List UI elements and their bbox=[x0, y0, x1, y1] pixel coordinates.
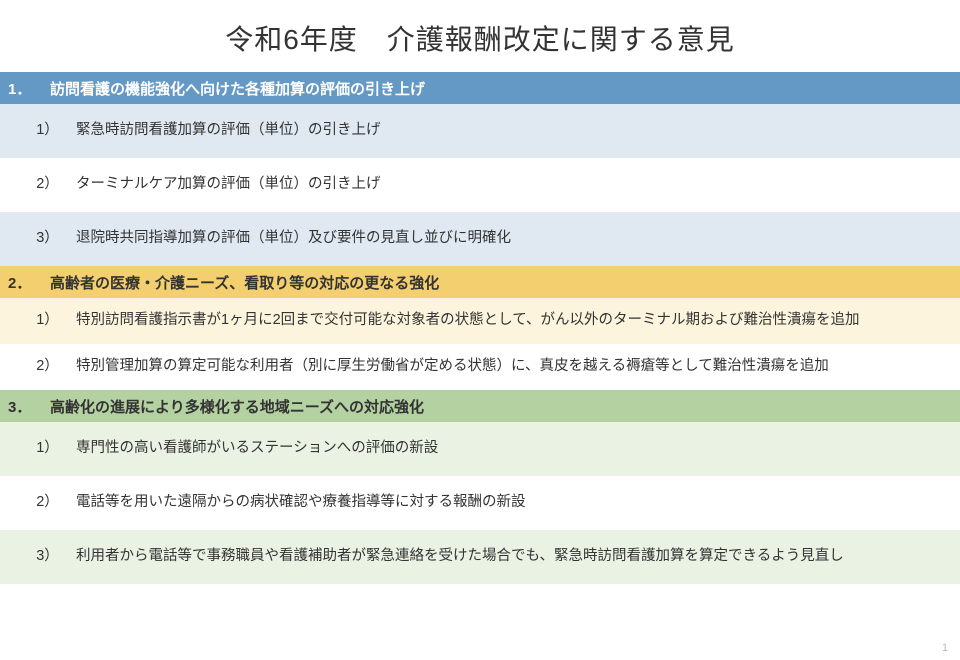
item-text: 緊急時訪問看護加算の評価（単位）の引き上げ bbox=[70, 113, 960, 148]
section-number: 1． bbox=[0, 78, 50, 99]
item-text: 特別管理加算の算定可能な利用者（別に厚生労働省が定める状態）に、真皮を越える褥瘡… bbox=[70, 349, 960, 384]
item-text: 利用者から電話等で事務職員や看護補助者が緊急連絡を受けた場合でも、緊急時訪問看護… bbox=[70, 539, 960, 574]
item-number: 2） bbox=[0, 356, 70, 377]
item-number: 2） bbox=[0, 492, 70, 513]
list-item: 1） 専門性の高い看護師がいるステーションへの評価の新設 bbox=[0, 422, 960, 476]
item-number: 3） bbox=[0, 546, 70, 567]
item-number: 1） bbox=[0, 438, 70, 459]
page-title: 令和6年度 介護報酬改定に関する意見 bbox=[0, 0, 960, 72]
section-title: 高齢者の医療・介護ニーズ、看取り等の対応の更なる強化 bbox=[50, 272, 960, 293]
item-text: 特別訪問看護指示書が1ヶ月に2回まで交付可能な対象者の状態として、がん以外のター… bbox=[70, 303, 960, 338]
list-item: 3） 利用者から電話等で事務職員や看護補助者が緊急連絡を受けた場合でも、緊急時訪… bbox=[0, 530, 960, 584]
section-2-header: 2． 高齢者の医療・介護ニーズ、看取り等の対応の更なる強化 bbox=[0, 266, 960, 298]
section-number: 3． bbox=[0, 396, 50, 417]
item-text: ターミナルケア加算の評価（単位）の引き上げ bbox=[70, 167, 960, 202]
list-item: 2） 特別管理加算の算定可能な利用者（別に厚生労働省が定める状態）に、真皮を越え… bbox=[0, 344, 960, 390]
item-text: 退院時共同指導加算の評価（単位）及び要件の見直し並びに明確化 bbox=[70, 221, 960, 256]
list-item: 3） 退院時共同指導加算の評価（単位）及び要件の見直し並びに明確化 bbox=[0, 212, 960, 266]
section-title: 高齢化の進展により多様化する地域ニーズへの対応強化 bbox=[50, 396, 960, 417]
list-item: 2） ターミナルケア加算の評価（単位）の引き上げ bbox=[0, 158, 960, 212]
list-item: 1） 特別訪問看護指示書が1ヶ月に2回まで交付可能な対象者の状態として、がん以外… bbox=[0, 298, 960, 344]
item-text: 専門性の高い看護師がいるステーションへの評価の新設 bbox=[70, 431, 960, 466]
section-number: 2． bbox=[0, 272, 50, 293]
section-3-header: 3． 高齢化の進展により多様化する地域ニーズへの対応強化 bbox=[0, 390, 960, 422]
page-number: 1 bbox=[942, 642, 948, 654]
item-number: 1） bbox=[0, 310, 70, 331]
list-item: 1） 緊急時訪問看護加算の評価（単位）の引き上げ bbox=[0, 104, 960, 158]
item-number: 3） bbox=[0, 228, 70, 249]
list-item: 2） 電話等を用いた遠隔からの病状確認や療養指導等に対する報酬の新設 bbox=[0, 476, 960, 530]
item-number: 1） bbox=[0, 120, 70, 141]
item-text: 電話等を用いた遠隔からの病状確認や療養指導等に対する報酬の新設 bbox=[70, 485, 960, 520]
item-number: 2） bbox=[0, 174, 70, 195]
section-1-header: 1． 訪問看護の機能強化へ向けた各種加算の評価の引き上げ bbox=[0, 72, 960, 104]
section-title: 訪問看護の機能強化へ向けた各種加算の評価の引き上げ bbox=[50, 78, 960, 99]
